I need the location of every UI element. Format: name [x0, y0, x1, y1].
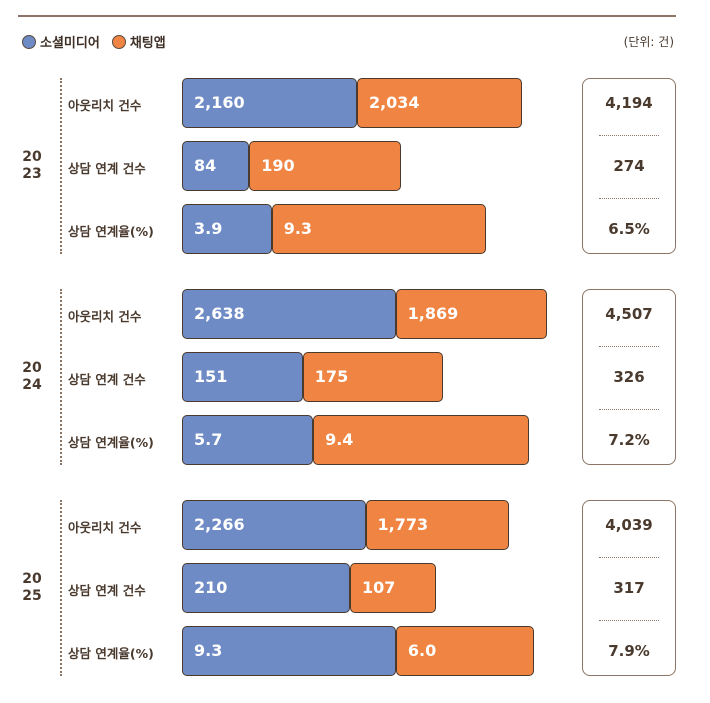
- bar-social: [182, 289, 396, 339]
- legend-label-social: 소셜미디어: [40, 36, 100, 51]
- metric-label: 아웃리치 건수: [68, 520, 142, 535]
- metric-label: 상담 연계 건수: [68, 583, 146, 598]
- top-rule: [18, 15, 676, 17]
- metric-label: 상담 연계율(%): [68, 224, 154, 239]
- total-divider: [599, 557, 659, 558]
- total-value: 4,039: [605, 516, 653, 534]
- total-value: 274: [613, 157, 645, 175]
- unit-label: (단위: 건): [623, 35, 674, 49]
- bar-chat: [356, 78, 522, 128]
- group-divider-line: [60, 500, 62, 676]
- bar-social: [182, 626, 396, 676]
- bar-chat: [365, 500, 510, 550]
- total-box: 4,194 274 6.5%: [582, 78, 676, 254]
- bar-social: [182, 500, 366, 550]
- metric-label: 상담 연계 건수: [68, 372, 146, 387]
- year-label: 20 23: [16, 149, 48, 183]
- bar-social: [182, 563, 350, 613]
- total-divider: [599, 346, 659, 347]
- year-label-line: 24: [22, 377, 42, 393]
- total-box: 4,507 326 7.2%: [582, 289, 676, 465]
- bar-chat: [350, 563, 436, 613]
- year-label-line: 20: [22, 360, 42, 376]
- bar-social: [182, 141, 250, 191]
- legend-label-chat: 채팅앱: [129, 36, 166, 51]
- total-value: 4,507: [605, 305, 653, 323]
- legend-dot-social-icon: [22, 34, 36, 49]
- year-label-line: 20: [22, 571, 42, 587]
- total-value: 7.2%: [608, 431, 650, 449]
- bar-chat: [249, 141, 402, 191]
- bar-chat: [313, 415, 530, 465]
- legend-item-chat: 채팅앱: [111, 32, 166, 51]
- bar-social: [182, 78, 357, 128]
- total-value: 317: [613, 579, 645, 597]
- metric-label: 아웃리치 건수: [68, 309, 142, 324]
- total-divider: [599, 409, 659, 410]
- metric-label: 아웃리치 건수: [68, 98, 142, 113]
- bar-social: [182, 352, 303, 402]
- bar-chat: [302, 352, 443, 402]
- group-divider-line: [60, 289, 62, 465]
- total-value: 6.5%: [608, 220, 650, 238]
- total-divider: [599, 135, 659, 136]
- year-label-line: 23: [22, 166, 42, 182]
- bar-chat: [395, 626, 534, 676]
- metric-label: 상담 연계 건수: [68, 161, 146, 176]
- legend-dot-chat-icon: [111, 34, 126, 49]
- group-divider-line: [60, 78, 62, 254]
- year-label-line: 20: [22, 149, 42, 165]
- total-box: 4,039 317 7.9%: [582, 500, 676, 676]
- legend-item-social: 소셜미디어: [22, 32, 100, 51]
- metric-label: 상담 연계율(%): [68, 435, 154, 450]
- bar-social: [182, 415, 314, 465]
- total-value: 326: [613, 368, 645, 386]
- legend: 소셜미디어 채팅앱: [22, 32, 178, 51]
- total-divider: [599, 620, 659, 621]
- total-divider: [599, 198, 659, 199]
- bar-social: [182, 204, 272, 254]
- year-label: 20 24: [16, 360, 48, 394]
- year-label-line: 25: [22, 588, 42, 604]
- metric-label: 상담 연계율(%): [68, 646, 154, 661]
- bar-chat: [271, 204, 486, 254]
- year-label: 20 25: [16, 571, 48, 605]
- bar-chat: [395, 289, 548, 339]
- total-value: 4,194: [605, 94, 653, 112]
- total-value: 7.9%: [608, 642, 650, 660]
